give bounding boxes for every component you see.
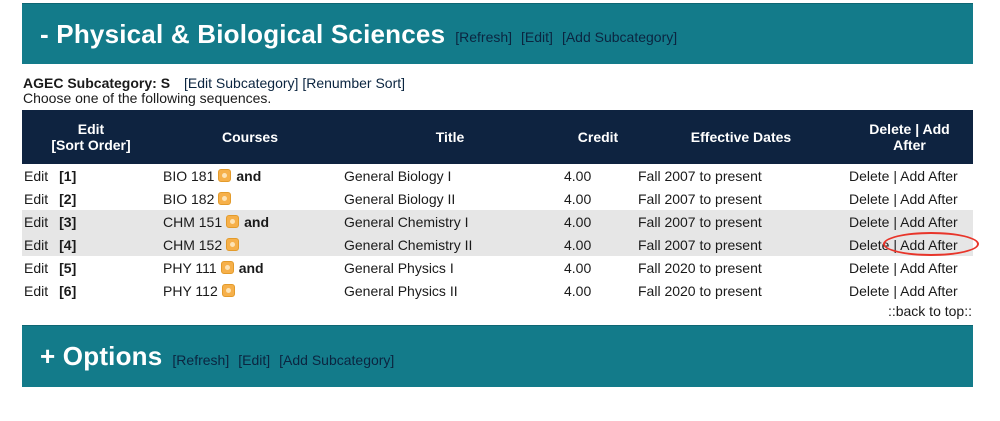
row-credit: 4.00 [564, 236, 592, 253]
row-edit-link[interactable]: Edit [24, 236, 49, 253]
section-edit-link[interactable]: [Edit] [521, 29, 553, 45]
row-edit-link[interactable]: Edit [24, 213, 49, 230]
section-header-options: + Options [Refresh] [Edit] [Add Subcateg… [22, 325, 973, 387]
back-to-top-link[interactable]: ::back to top:: [887, 303, 972, 319]
section-add-subcategory-link[interactable]: [Add Subcategory] [561, 29, 678, 45]
row-title: General Physics I [344, 259, 454, 276]
row-separator: | [893, 167, 897, 184]
row-delete-link[interactable]: Delete [849, 190, 890, 207]
course-info-icon[interactable] [221, 283, 235, 297]
edit-subcategory-link[interactable]: [Edit Subcategory] [184, 75, 299, 91]
section-edit-link[interactable]: [Edit] [238, 351, 271, 368]
row-title: General Chemistry I [344, 213, 469, 230]
row-and-label: and [244, 213, 270, 230]
course-info-icon[interactable] [226, 214, 240, 228]
row-edit-link[interactable]: Edit [24, 190, 49, 207]
row-separator: | [893, 213, 897, 230]
row-course-code: CHM 152 [163, 236, 223, 253]
row-edit-link[interactable]: Edit [24, 167, 49, 184]
header-courses: Courses [221, 129, 279, 145]
row-delete-link[interactable]: Delete [849, 282, 890, 299]
row-delete-link[interactable]: Delete [849, 213, 890, 230]
table-row: Edit [5] PHY 111 and General Physics I 4.0… [22, 256, 973, 279]
header-title: Title [435, 129, 465, 145]
row-add-after-link[interactable]: Add After [900, 282, 958, 299]
row-delete-link[interactable]: Delete [849, 259, 890, 276]
table-row: Edit [1] BIO 181 and General Biology I 4.0… [22, 164, 973, 187]
row-add-after-link[interactable]: Add After [900, 167, 958, 184]
header-credit: Credit [577, 129, 619, 145]
row-add-after-link[interactable]: Add After [900, 190, 958, 207]
row-add-after-link[interactable]: Add After [900, 259, 958, 276]
row-effective-dates: Fall 2007 to present [638, 236, 762, 253]
row-effective-dates: Fall 2007 to present [638, 190, 762, 207]
subcategory-info: AGEC Subcategory: S [Edit Subcategory] [R… [23, 76, 405, 106]
row-title: General Biology II [344, 190, 456, 207]
row-separator: | [893, 236, 897, 253]
section-add-subcategory-link[interactable]: [Add Subcategory] [279, 351, 395, 368]
row-delete-link[interactable]: Delete [849, 236, 890, 253]
row-credit: 4.00 [564, 190, 592, 207]
header-effective-dates: Effective Dates [690, 129, 792, 145]
row-credit: 4.00 [564, 167, 592, 184]
row-sort-order: [6] [59, 282, 77, 299]
course-sequence-table: Edit [Sort Order] Courses Title Credit Ef… [22, 110, 973, 302]
row-add-after-link[interactable]: Add After [900, 213, 958, 230]
table-row: Edit [3] CHM 151 and General Chemistry I 4… [22, 210, 973, 233]
row-edit-link[interactable]: Edit [24, 282, 49, 299]
renumber-sort-link[interactable]: [Renumber Sort] [302, 75, 406, 91]
course-info-icon[interactable] [226, 237, 240, 251]
row-course-code: BIO 182 [163, 190, 215, 207]
row-separator: | [893, 282, 897, 299]
table-row: Edit [6] PHY 112 General Physics II 4.00 … [22, 279, 973, 302]
row-effective-dates: Fall 2007 to present [638, 167, 762, 184]
section-refresh-link[interactable]: [Refresh] [172, 351, 230, 368]
row-credit: 4.00 [564, 259, 592, 276]
row-title: General Chemistry II [344, 236, 473, 253]
course-info-icon[interactable] [220, 260, 234, 274]
row-add-after-link[interactable]: Add After [900, 236, 958, 253]
subcategory-instruction: Choose one of the following sequences. [23, 90, 272, 106]
row-sort-order: [1] [59, 167, 77, 184]
row-effective-dates: Fall 2020 to present [638, 259, 762, 276]
row-and-label: and [236, 167, 262, 184]
row-title: General Biology I [344, 167, 452, 184]
row-effective-dates: Fall 2007 to present [638, 213, 762, 230]
row-sort-order: [4] [59, 236, 77, 253]
row-sort-order: [3] [59, 213, 77, 230]
row-course-code: PHY 111 [163, 259, 217, 276]
row-credit: 4.00 [564, 213, 592, 230]
row-course-code: BIO 181 [163, 167, 215, 184]
row-course-code: CHM 151 [163, 213, 223, 230]
row-effective-dates: Fall 2020 to present [638, 282, 762, 299]
row-delete-link[interactable]: Delete [849, 167, 890, 184]
section-title[interactable]: + Options [40, 341, 163, 371]
header-edit-sort-order: Edit [Sort Order] [51, 121, 131, 153]
row-separator: | [893, 259, 897, 276]
row-sort-order: [2] [59, 190, 77, 207]
section-refresh-link[interactable]: [Refresh] [455, 29, 513, 45]
table-row: Edit [2] BIO 182 General Biology II 4.00 … [22, 187, 973, 210]
row-sort-order: [5] [59, 259, 77, 276]
course-info-icon[interactable] [218, 191, 232, 205]
row-and-label: and [238, 259, 264, 276]
subcategory-label: AGEC Subcategory: S [23, 75, 171, 91]
row-title: General Physics II [344, 282, 458, 299]
row-credit: 4.00 [564, 282, 592, 299]
course-info-icon[interactable] [218, 168, 232, 182]
row-edit-link[interactable]: Edit [24, 259, 49, 276]
section-header-physical-biological-sciences: - Physical & Biological Sciences [Refres… [22, 3, 973, 64]
row-course-code: PHY 112 [163, 282, 218, 299]
table-header-row: Edit [Sort Order] Courses Title Credit Ef… [22, 110, 973, 164]
row-separator: | [893, 190, 897, 207]
table-row: Edit [4] CHM 152 General Chemistry II 4.0… [22, 233, 973, 256]
header-delete-add-after: Delete | Add After [869, 121, 950, 153]
section-title[interactable]: - Physical & Biological Sciences [40, 18, 446, 49]
